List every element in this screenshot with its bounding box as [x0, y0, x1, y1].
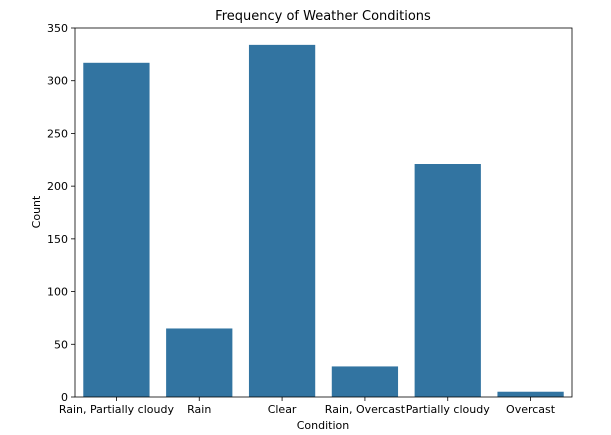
y-tick-label: 50 [54, 338, 68, 351]
bar-0 [83, 62, 150, 397]
y-tick-label: 200 [47, 180, 68, 193]
x-tick-label: Partially cloudy [406, 403, 490, 416]
x-tick-label: Clear [268, 403, 297, 416]
bar-3 [331, 366, 399, 397]
y-tick-label: 100 [47, 286, 68, 299]
plot-frame [74, 27, 573, 398]
y-tick-label: 150 [47, 233, 68, 246]
x-axis: Rain, Partially cloudy Rain Clear Rain, Ove… [59, 397, 556, 416]
bar-1 [166, 328, 233, 397]
y-axis: 0 50 100 150 200 250 300 350 [47, 22, 75, 404]
y-tick-label: 0 [61, 391, 68, 404]
chart-title: Frequency of Weather Conditions [215, 9, 431, 24]
y-tick-label: 300 [47, 75, 68, 88]
x-tick-label: Rain [187, 403, 211, 416]
x-axis-label: Condition [297, 419, 350, 432]
y-tick-label: 350 [47, 22, 68, 35]
y-axis-label: Count [30, 195, 43, 228]
bar-4 [414, 164, 481, 397]
x-tick-label: Rain, Partially cloudy [59, 403, 175, 416]
y-tick-label: 250 [47, 127, 68, 140]
bars-group [83, 44, 564, 398]
x-tick-label: Rain, Overcast [325, 403, 406, 416]
bar-5 [497, 391, 564, 397]
bar-2 [248, 44, 316, 398]
x-tick-label: Overcast [506, 403, 556, 416]
